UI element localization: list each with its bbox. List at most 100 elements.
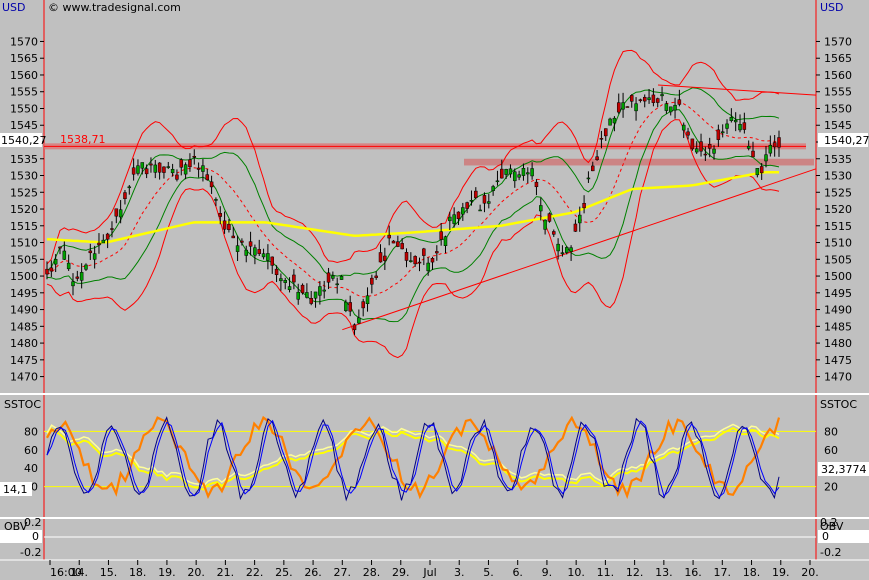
candle-up xyxy=(170,168,175,174)
candle-down xyxy=(88,250,93,254)
price-y-tick-label: 1530 xyxy=(10,170,38,183)
candle-up xyxy=(66,262,71,270)
price-y-tick-label: 1490 xyxy=(10,304,38,317)
x-tick-label: 10. xyxy=(567,566,585,579)
candle-up xyxy=(469,199,474,202)
candle-up xyxy=(491,186,495,191)
x-tick-label: 27. xyxy=(334,566,352,579)
candle-up xyxy=(339,276,344,280)
candle-down xyxy=(413,256,417,265)
candle-down xyxy=(257,249,261,254)
price-y-tick-label: 1555 xyxy=(10,86,38,99)
candle-up xyxy=(746,146,751,149)
obv-title-left: OBV xyxy=(4,520,28,533)
obv-tick-top-right: 0.2 xyxy=(820,516,838,529)
candle-up xyxy=(755,168,760,176)
candle-down xyxy=(391,240,396,244)
candle-down xyxy=(759,166,764,174)
watermark-text: © www.tradesignal.com xyxy=(48,1,181,14)
x-tick-label: 3. xyxy=(454,566,465,579)
candle-down xyxy=(595,156,599,160)
candle-up xyxy=(543,219,547,230)
current-price-box-left xyxy=(0,133,42,147)
upper-channel-line xyxy=(657,84,817,96)
candle-up xyxy=(478,209,482,212)
x-tick-label: Jul xyxy=(422,566,436,579)
candle-down xyxy=(404,252,409,261)
x-tick-label: 12. xyxy=(626,566,644,579)
candle-up xyxy=(357,317,361,324)
candle-down xyxy=(383,255,387,261)
candle-up xyxy=(331,275,335,279)
sstoc-y-tick-label: 40 xyxy=(24,462,38,475)
candle-up xyxy=(409,260,413,262)
price-y-tick-label: 1475 xyxy=(10,354,38,367)
x-tick-label: 16. xyxy=(684,566,702,579)
candle-down xyxy=(361,301,365,309)
candle-down xyxy=(348,302,352,312)
candle-down xyxy=(603,128,608,137)
price-y-tick-label: 1505 xyxy=(10,253,38,266)
candle-down xyxy=(772,142,777,148)
candle-down xyxy=(439,231,443,240)
sstoc-very-slow-line xyxy=(46,423,780,487)
x-tick-label: 18. xyxy=(743,566,761,579)
price-y-tick-label: 1470 xyxy=(824,371,852,384)
price-y-tick-label: 1560 xyxy=(10,69,38,82)
price-y-tick-label: 1500 xyxy=(824,270,852,283)
price-y-tick-label: 1495 xyxy=(10,287,38,300)
candle-down xyxy=(616,102,621,113)
candle-up xyxy=(738,124,742,131)
candle-down xyxy=(591,165,595,172)
sstoc-value-box-left xyxy=(0,482,32,496)
candle-down xyxy=(326,272,331,283)
price-y-tick-label: 1525 xyxy=(10,186,38,199)
candle-down xyxy=(690,138,695,150)
price-y-tick-label: 1555 xyxy=(824,86,852,99)
sma-yellow-line xyxy=(46,170,779,244)
x-tick-label: 6. xyxy=(512,566,523,579)
candle-up xyxy=(517,174,521,178)
x-tick-label: 20. xyxy=(801,566,819,579)
x-tick-label: 21. xyxy=(217,566,235,579)
price-y-tick-label: 1470 xyxy=(10,371,38,384)
candle-up xyxy=(487,201,491,204)
candle-up xyxy=(287,286,292,290)
candle-up xyxy=(266,253,270,261)
price-y-tick-label: 1485 xyxy=(10,320,38,333)
x-tick-label: 22. xyxy=(246,566,264,579)
candle-down xyxy=(157,162,162,173)
bollinger-upper-outer xyxy=(46,49,780,265)
candle-down xyxy=(131,167,136,175)
candle-up xyxy=(244,249,248,256)
candle-down xyxy=(396,241,400,247)
sstoc-y-tick-label: 60 xyxy=(824,444,838,457)
candle-down xyxy=(417,261,422,264)
candle-down xyxy=(114,208,119,217)
sstoc-y-tick-label: 80 xyxy=(24,425,38,438)
price-y-tick-label: 1480 xyxy=(824,337,852,350)
candle-up xyxy=(448,216,452,222)
candle-up xyxy=(556,243,560,252)
candle-down xyxy=(162,166,166,173)
candle-down xyxy=(192,156,197,158)
price-y-tick-label: 1570 xyxy=(824,35,852,48)
candle-up xyxy=(530,168,534,177)
candle-down xyxy=(716,129,721,140)
candle-down xyxy=(58,246,62,249)
candle-down xyxy=(703,153,708,156)
x-tick-label: 18. xyxy=(129,566,147,579)
price-y-tick-label: 1560 xyxy=(824,69,852,82)
candle-up xyxy=(318,286,322,296)
candle-down xyxy=(75,276,80,279)
candle-up xyxy=(612,117,617,124)
price-y-tick-label: 1530 xyxy=(824,170,852,183)
candle-down xyxy=(482,195,487,204)
candle-up xyxy=(504,168,508,175)
candle-down xyxy=(435,251,439,254)
price-y-tick-label: 1510 xyxy=(10,237,38,250)
candle-down xyxy=(500,168,504,179)
candle-up xyxy=(71,281,75,287)
candle-up xyxy=(513,171,517,182)
candle-down xyxy=(188,159,192,168)
